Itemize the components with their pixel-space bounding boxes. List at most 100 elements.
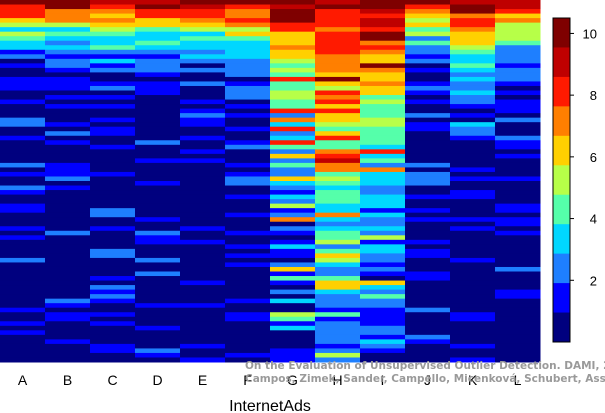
heatmap-cell-C-79 bbox=[90, 357, 136, 363]
heatmap-cell-I-67 bbox=[360, 303, 406, 309]
heatmap-cell-D-58 bbox=[135, 262, 181, 268]
heatmap-cell-H-26 bbox=[315, 117, 361, 123]
heatmap-cell-E-52 bbox=[180, 235, 226, 241]
heatmap-cell-G-56 bbox=[270, 253, 316, 259]
heatmap-cell-G-1 bbox=[270, 4, 316, 10]
heatmap-cell-C-7 bbox=[90, 31, 136, 37]
heatmap-cell-A-26 bbox=[0, 117, 46, 123]
heatmap-cell-G-66 bbox=[270, 298, 316, 304]
heatmap-cell-G-46 bbox=[270, 208, 316, 214]
heatmap-cell-C-55 bbox=[90, 248, 136, 254]
heatmap-cell-H-66 bbox=[315, 298, 361, 304]
heatmap-cell-A-24 bbox=[0, 108, 46, 114]
heatmap-cell-K-77 bbox=[450, 348, 496, 354]
heatmap-cell-F-57 bbox=[225, 257, 271, 263]
heatmap-cell-D-46 bbox=[135, 208, 181, 214]
heatmap-cell-H-79 bbox=[315, 357, 361, 363]
heatmap-cell-K-31 bbox=[450, 140, 496, 146]
heatmap-cell-A-61 bbox=[0, 276, 46, 282]
heatmap-cell-G-17 bbox=[270, 76, 316, 82]
heatmap-cell-J-52 bbox=[405, 235, 451, 241]
heatmap-cell-H-68 bbox=[315, 307, 361, 313]
heatmap-cell-C-35 bbox=[90, 158, 136, 164]
heatmap-cell-F-35 bbox=[225, 158, 271, 164]
heatmap-cell-H-3 bbox=[315, 13, 361, 19]
heatmap-cell-B-74 bbox=[45, 334, 91, 340]
heatmap-cell-C-65 bbox=[90, 294, 136, 300]
heatmap-cell-E-46 bbox=[180, 208, 226, 214]
heatmap-cell-K-48 bbox=[450, 217, 496, 223]
heatmap-cell-D-73 bbox=[135, 330, 181, 336]
heatmap-cell-K-22 bbox=[450, 99, 496, 105]
heatmap-cell-G-59 bbox=[270, 266, 316, 272]
heatmap-cell-K-37 bbox=[450, 167, 496, 173]
heatmap-cell-I-38 bbox=[360, 171, 406, 177]
heatmap-cell-H-13 bbox=[315, 58, 361, 64]
heatmap-cell-K-44 bbox=[450, 199, 496, 205]
heatmap-cell-B-24 bbox=[45, 108, 91, 114]
heatmap-cell-B-18 bbox=[45, 81, 91, 87]
heatmap-cell-C-4 bbox=[90, 18, 136, 24]
heatmap-cell-H-14 bbox=[315, 63, 361, 69]
heatmap-cell-E-33 bbox=[180, 149, 226, 155]
heatmap-cell-C-46 bbox=[90, 208, 136, 214]
colorbar-segment-6 bbox=[553, 194, 570, 225]
heatmap-cell-C-19 bbox=[90, 85, 136, 91]
heatmap-cell-L-70 bbox=[495, 316, 541, 322]
heatmap-cell-F-55 bbox=[225, 248, 271, 254]
heatmap-cell-D-16 bbox=[135, 72, 181, 78]
heatmap-cell-F-21 bbox=[225, 95, 271, 101]
heatmap-cell-E-22 bbox=[180, 99, 226, 105]
heatmap-cell-A-3 bbox=[0, 13, 46, 19]
heatmap-cell-E-27 bbox=[180, 122, 226, 128]
heatmap-cell-K-24 bbox=[450, 108, 496, 114]
heatmap-cell-B-47 bbox=[45, 212, 91, 218]
heatmap-cell-G-34 bbox=[270, 153, 316, 159]
heatmap-cell-E-49 bbox=[180, 221, 226, 227]
heatmap-cell-B-46 bbox=[45, 208, 91, 214]
heatmap-cell-D-51 bbox=[135, 230, 181, 236]
heatmap-cell-H-53 bbox=[315, 239, 361, 245]
heatmap-cell-D-33 bbox=[135, 149, 181, 155]
heatmap-cell-K-66 bbox=[450, 298, 496, 304]
heatmap-cell-A-60 bbox=[0, 271, 46, 277]
heatmap-cell-B-9 bbox=[45, 40, 91, 46]
heatmap-cell-A-37 bbox=[0, 167, 46, 173]
heatmap-cell-E-42 bbox=[180, 190, 226, 196]
heatmap-cell-L-33 bbox=[495, 149, 541, 155]
heatmap-cell-F-9 bbox=[225, 40, 271, 46]
heatmap-cell-E-20 bbox=[180, 90, 226, 96]
heatmap-cell-H-47 bbox=[315, 212, 361, 218]
heatmap-cell-F-43 bbox=[225, 194, 271, 200]
heatmap-cell-F-53 bbox=[225, 239, 271, 245]
heatmap-cell-D-9 bbox=[135, 40, 181, 46]
heatmap-cell-D-77 bbox=[135, 348, 181, 354]
x-tick-label-D: D bbox=[152, 372, 162, 388]
heatmap-cell-A-50 bbox=[0, 226, 46, 232]
heatmap-cell-A-70 bbox=[0, 316, 46, 322]
heatmap-cell-A-54 bbox=[0, 244, 46, 250]
heatmap-cell-L-44 bbox=[495, 199, 541, 205]
heatmap-cell-K-29 bbox=[450, 131, 496, 137]
heatmap-cell-F-46 bbox=[225, 208, 271, 214]
heatmap-cell-H-42 bbox=[315, 190, 361, 196]
heatmap-cell-K-15 bbox=[450, 67, 496, 73]
x-tick-label-H: H bbox=[332, 372, 342, 388]
heatmap-cell-G-10 bbox=[270, 45, 316, 51]
heatmap-cell-A-48 bbox=[0, 217, 46, 223]
heatmap-cell-H-0 bbox=[315, 0, 361, 6]
heatmap-cell-B-60 bbox=[45, 271, 91, 277]
heatmap-cell-F-76 bbox=[225, 343, 271, 349]
heatmap-cell-D-71 bbox=[135, 321, 181, 327]
heatmap-cell-F-27 bbox=[225, 122, 271, 128]
heatmap-cell-G-27 bbox=[270, 122, 316, 128]
heatmap-cell-K-18 bbox=[450, 81, 496, 87]
heatmap-cell-B-5 bbox=[45, 22, 91, 28]
heatmap-cell-G-44 bbox=[270, 199, 316, 205]
heatmap-cell-H-56 bbox=[315, 253, 361, 259]
heatmap-cell-B-39 bbox=[45, 176, 91, 182]
heatmap-cell-A-13 bbox=[0, 58, 46, 64]
heatmap-cell-C-53 bbox=[90, 239, 136, 245]
heatmap-cell-C-72 bbox=[90, 325, 136, 331]
heatmap-cell-G-3 bbox=[270, 13, 316, 19]
